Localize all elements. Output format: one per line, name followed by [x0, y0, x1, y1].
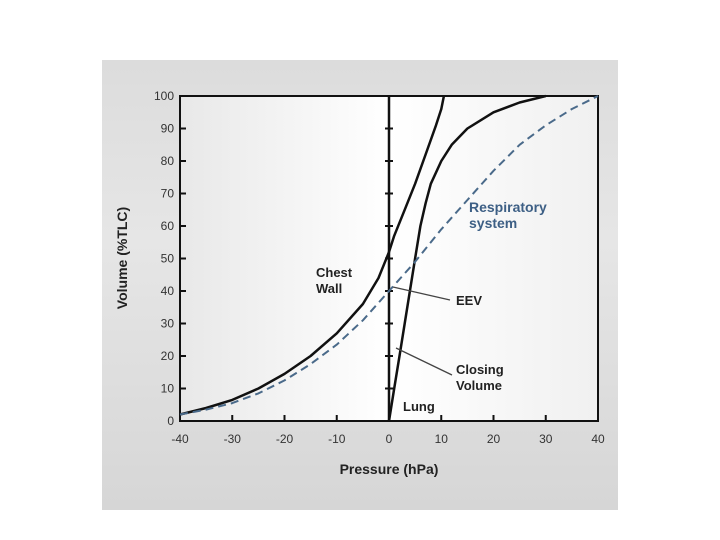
y-tick-label: 80 — [161, 154, 175, 168]
x-tick-label: -10 — [328, 432, 346, 446]
y-tick-label: 10 — [161, 382, 175, 396]
y-tick-label: 100 — [154, 89, 174, 103]
x-tick-label: 10 — [435, 432, 449, 446]
axes: 0 10 20 30 40 50 60 70 80 90 100 -40 -30 -20 -10 0 10 20 3… — [154, 89, 605, 446]
x-tick-label: 20 — [487, 432, 501, 446]
x-axis-label: Pressure (hPa) — [340, 461, 439, 477]
eev-pointer — [392, 286, 451, 301]
respiratory-system-label: Respiratory system — [469, 199, 547, 231]
y-tick-label: 0 — [167, 414, 174, 428]
chest-wall-curve — [179, 95, 446, 416]
y-tick-label: 40 — [161, 284, 175, 298]
y-tick-label: 70 — [161, 187, 175, 201]
y-tick-label: 30 — [161, 317, 175, 331]
annotations: Chest Wall Respiratory system EEV Closing Volu… — [316, 199, 547, 414]
y-tick-label: 90 — [161, 122, 175, 136]
x-tick-label: -40 — [171, 432, 189, 446]
x-tick-label: 40 — [591, 432, 605, 446]
y-tick-label: 50 — [161, 252, 175, 266]
x-tick-label: -30 — [224, 432, 242, 446]
closing-volume-pointer — [395, 347, 453, 376]
eev-label: EEV — [456, 293, 482, 308]
lung-label: Lung — [403, 399, 435, 414]
chest-wall-label: Chest Wall — [316, 265, 353, 296]
y-axis-label: Volume (%TLC) — [114, 207, 130, 309]
y-tick-label: 20 — [161, 349, 175, 363]
x-tick-label: 30 — [539, 432, 553, 446]
lung-curve — [387, 94, 547, 422]
closing-volume-label: Closing Volume — [456, 362, 504, 393]
respiratory-system-curve — [179, 95, 599, 416]
y-tick-label: 60 — [161, 219, 175, 233]
x-tick-label: 0 — [386, 432, 393, 446]
curves — [179, 94, 599, 422]
x-tick-label: -20 — [276, 432, 294, 446]
